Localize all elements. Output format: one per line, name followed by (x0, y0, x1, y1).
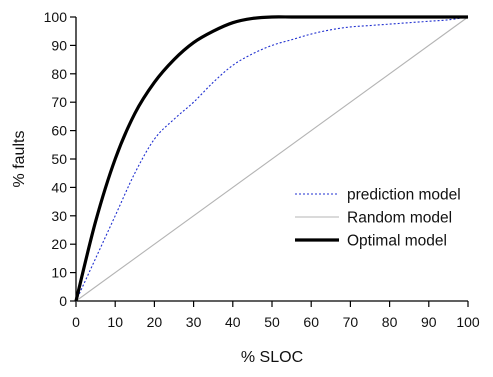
x-tick-label: 20 (147, 314, 163, 330)
y-tick-label: 70 (51, 94, 67, 110)
axes: 0 10 20 30 40 50 60 70 80 90 100 0 10 20 30 40 50 60 70 80 9… (44, 9, 480, 330)
x-tick-label: 70 (343, 314, 359, 330)
x-tick-label: 0 (72, 314, 80, 330)
x-tick-label: 40 (225, 314, 241, 330)
y-tick-label: 80 (51, 66, 67, 82)
x-axis-title: % SLOC (241, 349, 303, 366)
legend-label-optimal-model: Optimal model (347, 233, 447, 250)
x-tick-label: 30 (186, 314, 202, 330)
y-tick-label: 100 (44, 9, 68, 25)
x-tick-label: 50 (264, 314, 280, 330)
y-tick-label: 60 (51, 123, 67, 139)
y-tick-label: 50 (51, 151, 67, 167)
x-tick-label: 100 (456, 314, 480, 330)
x-tick-label: 60 (303, 314, 319, 330)
legend-label-prediction-model: prediction model (347, 187, 461, 204)
x-tick-label: 10 (107, 314, 123, 330)
y-tick-label: 20 (51, 236, 67, 252)
y-tick-label: 10 (51, 265, 67, 281)
y-tick-label: 0 (59, 293, 67, 309)
series-line-optimal-model (74, 15, 468, 302)
x-tick-label: 80 (382, 314, 398, 330)
series-line-random-model (75, 16, 469, 302)
series-lines (74, 15, 469, 302)
y-tick-label: 40 (51, 179, 67, 195)
y-tick-label: 90 (51, 37, 67, 53)
legend: prediction model Random model Optimal mode… (295, 187, 461, 250)
x-tick-label: 90 (421, 314, 437, 330)
legend-label-random-model: Random model (347, 210, 452, 227)
y-axis-title: % faults (11, 131, 28, 188)
y-tick-label: 30 (51, 208, 67, 224)
series-line-prediction-model (75, 16, 469, 302)
